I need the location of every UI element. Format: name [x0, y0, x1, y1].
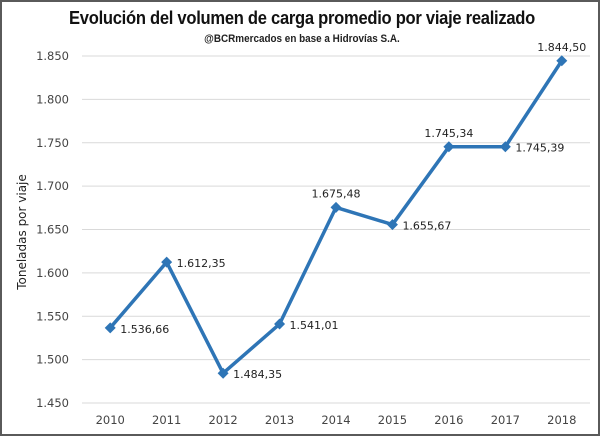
y-tick-label: 1.850	[36, 49, 69, 63]
x-tick-label: 2013	[265, 413, 294, 427]
data-point-marker	[274, 318, 286, 330]
y-tick-label: 1.600	[36, 266, 69, 280]
data-point-marker	[161, 256, 173, 268]
data-label: 1.541,01	[290, 319, 339, 332]
data-point-marker	[556, 55, 568, 67]
data-label: 1.745,34	[424, 127, 473, 140]
data-point-marker	[386, 219, 398, 231]
x-tick-label: 2010	[96, 413, 125, 427]
data-point-marker	[499, 141, 511, 153]
y-tick-label: 1.450	[36, 396, 69, 410]
y-tick-label: 1.500	[36, 353, 69, 367]
chart-subtitle: @BCRmercados en base a Hidrovías S.A.	[204, 33, 400, 45]
data-label: 1.745,39	[515, 142, 564, 155]
x-tick-label: 2015	[378, 413, 407, 427]
series-markers	[104, 55, 568, 379]
data-label: 1.484,35	[233, 368, 282, 381]
x-tick-label: 2011	[152, 413, 181, 427]
y-axis-ticks: 1.450 1.500 1.550 1.600 1.650 1.700 1.750 1.800…	[36, 49, 69, 410]
x-tick-label: 2017	[491, 413, 520, 427]
x-tick-label: 2018	[547, 413, 576, 427]
x-tick-label: 2016	[434, 413, 463, 427]
data-labels: 1.536,66 1.612,35 1.484,35 1.541,01 1.675,48…	[120, 41, 586, 381]
y-tick-label: 1.800	[36, 92, 69, 106]
y-tick-label: 1.700	[36, 179, 69, 193]
data-point-marker	[217, 367, 229, 379]
data-label: 1.536,66	[120, 323, 169, 336]
y-tick-label: 1.550	[36, 309, 69, 323]
gridlines	[82, 55, 590, 404]
data-point-marker	[443, 141, 455, 153]
data-label: 1.612,35	[177, 257, 226, 270]
data-point-marker	[330, 201, 342, 213]
x-tick-label: 2014	[321, 413, 350, 427]
y-tick-label: 1.750	[36, 136, 69, 150]
x-axis-ticks: 2010 2011 2012 2013 2014 2015 2016 2017 2018	[96, 413, 577, 427]
data-label: 1.844,50	[537, 41, 586, 54]
y-tick-label: 1.650	[36, 223, 69, 237]
y-axis-label: Toneladas por viaje	[15, 174, 29, 291]
chart-title: Evolución del volumen de carga promedio …	[69, 8, 535, 28]
data-point-marker	[104, 322, 116, 334]
data-label: 1.655,67	[402, 220, 451, 233]
data-label: 1.675,48	[312, 187, 361, 200]
x-tick-label: 2012	[208, 413, 237, 427]
